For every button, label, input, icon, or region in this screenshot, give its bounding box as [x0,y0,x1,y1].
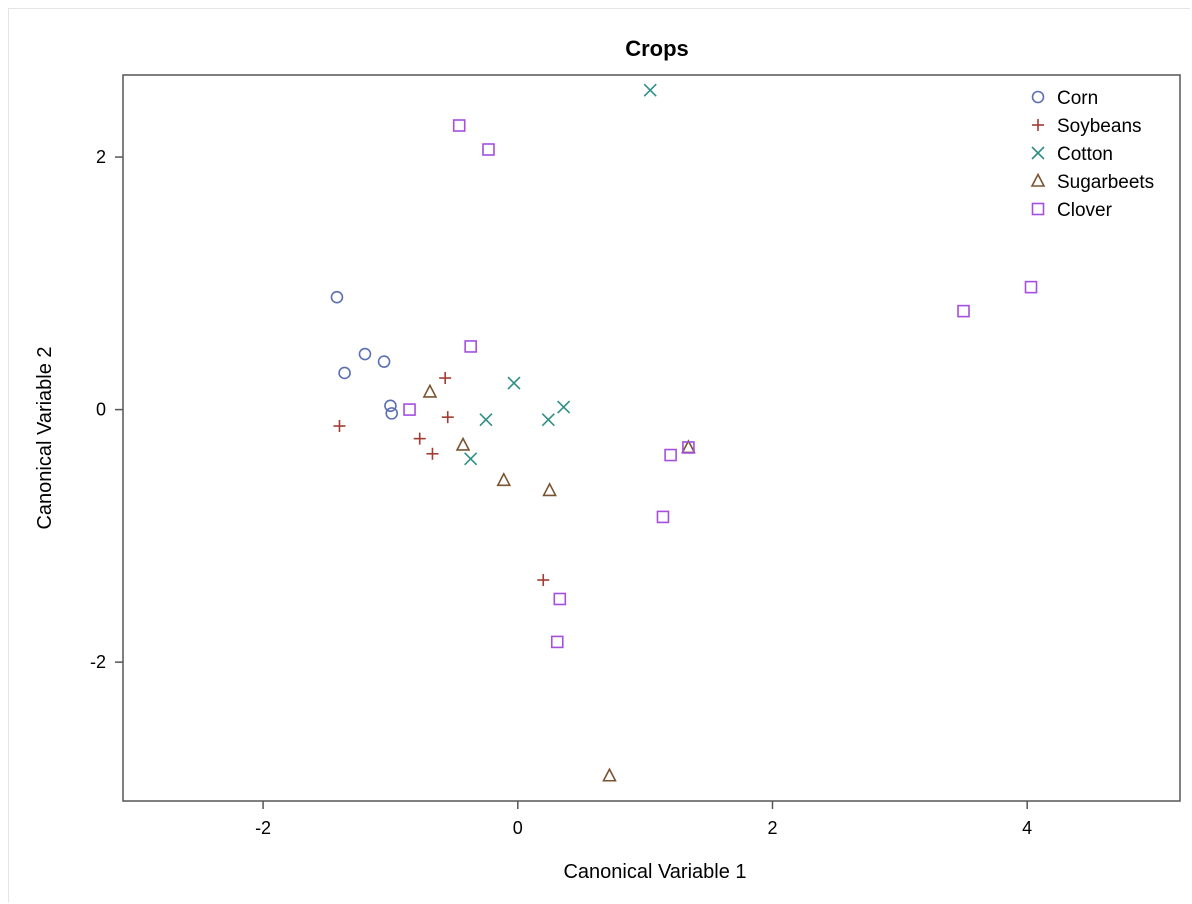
legend-marker-clover [1033,204,1044,215]
x-tick-label: 2 [767,818,777,838]
x-tick-label: -2 [255,818,271,838]
data-point-cotton [508,377,520,389]
y-axis-label: Canonical Variable 2 [34,346,56,529]
legend: Corn Soybeans Cotton Sugarbeets Clover [1032,88,1154,221]
legend-label-soybeans: Soybeans [1057,116,1142,137]
data-point-cotton [644,84,656,96]
data-point-cotton [558,401,570,413]
data-point-sugarbeets [498,474,510,486]
data-point-sugarbeets [603,769,615,781]
legend-label-cotton: Cotton [1057,144,1113,165]
legend-marker-sugarbeets [1032,175,1044,187]
data-point-clover [465,341,476,352]
y-axis: -2 0 2 [90,147,123,672]
data-point-clover [657,511,668,522]
data-point-soybeans [442,411,454,423]
data-point-clover [454,120,465,131]
chart-title: Crops [625,36,689,61]
data-point-soybeans [426,448,438,460]
data-point-clover [958,306,969,317]
x-axis: -2 0 2 4 [255,801,1032,838]
data-point-soybeans [439,372,451,384]
legend-marker-cotton [1032,147,1044,159]
data-point-clover [552,636,563,647]
legend-label-clover: Clover [1057,200,1113,221]
data-point-sugarbeets [457,438,469,450]
data-point-clover [554,593,565,604]
data-point-corn [359,349,370,360]
legend-label-corn: Corn [1057,88,1098,109]
legend-marker-corn [1033,92,1044,103]
data-point-soybeans [414,433,426,445]
legend-marker-soybeans [1032,119,1044,131]
plot-area [123,75,1180,801]
data-points [331,84,1036,781]
data-point-corn [379,356,390,367]
data-point-sugarbeets [424,385,436,397]
y-tick-label: 0 [96,400,106,420]
y-tick-label: -2 [90,652,106,672]
data-point-clover [483,144,494,155]
data-point-cotton [542,414,554,426]
data-point-clover [1026,282,1037,293]
data-point-corn [331,292,342,303]
data-point-corn [385,400,396,411]
data-point-clover [665,450,676,461]
data-point-cotton [480,414,492,426]
data-point-soybeans [333,420,345,432]
x-axis-label: Canonical Variable 1 [563,861,746,883]
y-tick-label: 2 [96,147,106,167]
data-point-cotton [465,453,477,465]
data-point-corn [339,367,350,378]
data-point-soybeans [537,574,549,586]
data-point-sugarbeets [544,484,556,496]
data-point-corn [386,408,397,419]
x-tick-label: 0 [513,818,523,838]
legend-label-sugarbeets: Sugarbeets [1057,172,1154,193]
data-point-clover [404,404,415,415]
x-tick-label: 4 [1022,818,1032,838]
